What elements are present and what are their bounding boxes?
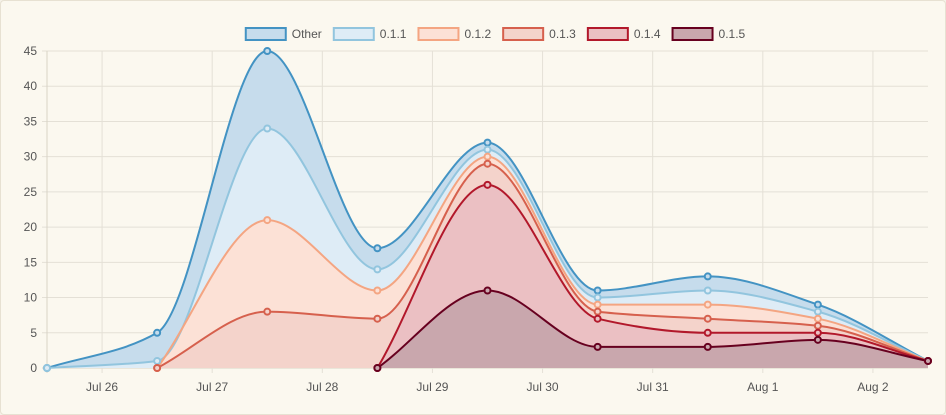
areas [47, 51, 928, 368]
y-tick-label: 0 [30, 361, 37, 375]
point-0-1-1[interactable] [373, 265, 382, 274]
legend-item-0-1-3[interactable]: 0.1.3 [502, 27, 576, 41]
point-0-1-4[interactable] [593, 314, 602, 323]
line-0-1-5 [376, 289, 929, 369]
legend-label: 0.1.3 [549, 27, 576, 41]
point-other[interactable] [813, 300, 822, 309]
point-other[interactable] [593, 286, 602, 295]
y-axis-ticks: 0 5 10 15 20 25 30 35 40 45 [24, 44, 38, 375]
points [43, 47, 932, 372]
legend-label: 0.1.1 [380, 27, 407, 41]
point-0-1-3[interactable] [813, 321, 822, 330]
point-other[interactable] [483, 138, 492, 147]
legend-item-0-1-2[interactable]: 0.1.2 [417, 27, 491, 41]
line-other [46, 49, 929, 369]
point-0-1-2[interactable] [263, 216, 272, 225]
point-0-1-5[interactable] [924, 356, 932, 365]
point-0-1-1[interactable] [263, 124, 272, 133]
point-0-1-3[interactable] [373, 314, 382, 323]
y-tick-label: 25 [24, 185, 38, 199]
x-tick-label: Aug 2 [857, 380, 889, 394]
series-lines [46, 49, 929, 369]
legend-swatch [417, 27, 460, 41]
legend-label: 0.1.5 [719, 27, 746, 41]
legend-label: 0.1.2 [464, 27, 491, 41]
point-0-1-1[interactable] [43, 364, 51, 372]
x-tick-label: Jul 30 [527, 380, 559, 394]
point-0-1-2[interactable] [593, 300, 602, 309]
point-0-1-1[interactable] [813, 307, 822, 316]
point-0-1-1[interactable] [593, 293, 602, 302]
legend-item-0-1-5[interactable]: 0.1.5 [671, 27, 746, 41]
y-tick-label: 5 [30, 326, 37, 340]
legend-swatch [502, 27, 545, 41]
point-0-1-3[interactable] [153, 364, 162, 372]
legend-swatch [671, 27, 714, 41]
point-0-1-5[interactable] [373, 364, 382, 372]
point-0-1-2[interactable] [703, 300, 712, 309]
y-tick-label: 45 [24, 44, 38, 58]
line-0-1-1 [46, 127, 929, 369]
legend: Other 0.1.1 0.1.2 0.1.3 0.1.4 0.1.5 [244, 27, 746, 41]
point-0-1-3[interactable] [483, 159, 492, 168]
legend-item-other[interactable]: Other [244, 27, 322, 41]
y-tick-label: 15 [24, 255, 38, 269]
legend-label: Other [292, 27, 322, 41]
point-0-1-3[interactable] [263, 307, 272, 316]
point-0-1-1[interactable] [703, 286, 712, 295]
point-other[interactable] [373, 244, 382, 253]
point-0-1-2[interactable] [813, 314, 822, 323]
point-other[interactable] [263, 47, 272, 55]
point-0-1-3[interactable] [703, 314, 712, 323]
point-other[interactable] [703, 272, 712, 281]
point-0-1-3[interactable] [593, 307, 602, 316]
y-tick-label: 10 [24, 291, 38, 305]
point-0-1-1[interactable] [483, 145, 492, 154]
legend-swatch [586, 27, 629, 41]
point-0-1-4[interactable] [483, 180, 492, 189]
x-axis-ticks: Jul 26 Jul 27 Jul 28 Jul 29 Jul 30 Jul 31 Aug … [86, 380, 889, 394]
point-0-1-5[interactable] [703, 342, 712, 351]
x-tick-label: Aug 1 [747, 380, 779, 394]
y-tick-label: 20 [24, 220, 38, 234]
x-tick-label: Jul 26 [86, 380, 118, 394]
legend-swatch [332, 27, 375, 41]
point-0-1-4[interactable] [813, 328, 822, 337]
y-tick-label: 40 [24, 79, 38, 93]
point-0-1-1[interactable] [153, 356, 162, 365]
x-tick-label: Jul 31 [637, 380, 669, 394]
point-0-1-2[interactable] [373, 286, 382, 295]
point-0-1-5[interactable] [483, 286, 492, 295]
point-0-1-5[interactable] [593, 342, 602, 351]
legend-item-0-1-1[interactable]: 0.1.1 [332, 27, 407, 41]
legend-item-0-1-4[interactable]: 0.1.4 [586, 27, 661, 41]
y-tick-label: 35 [24, 114, 38, 128]
point-0-1-5[interactable] [813, 335, 822, 344]
x-tick-label: Jul 29 [416, 380, 448, 394]
legend-label: 0.1.4 [634, 27, 661, 41]
point-other[interactable] [153, 328, 162, 337]
x-tick-label: Jul 27 [196, 380, 228, 394]
y-tick-label: 30 [24, 150, 38, 164]
point-0-1-4[interactable] [703, 328, 712, 337]
x-tick-label: Jul 28 [306, 380, 338, 394]
legend-swatch [244, 27, 287, 41]
line-0-1-3 [156, 162, 929, 369]
point-0-1-2[interactable] [483, 152, 492, 161]
area-0-1-5 [377, 290, 928, 368]
